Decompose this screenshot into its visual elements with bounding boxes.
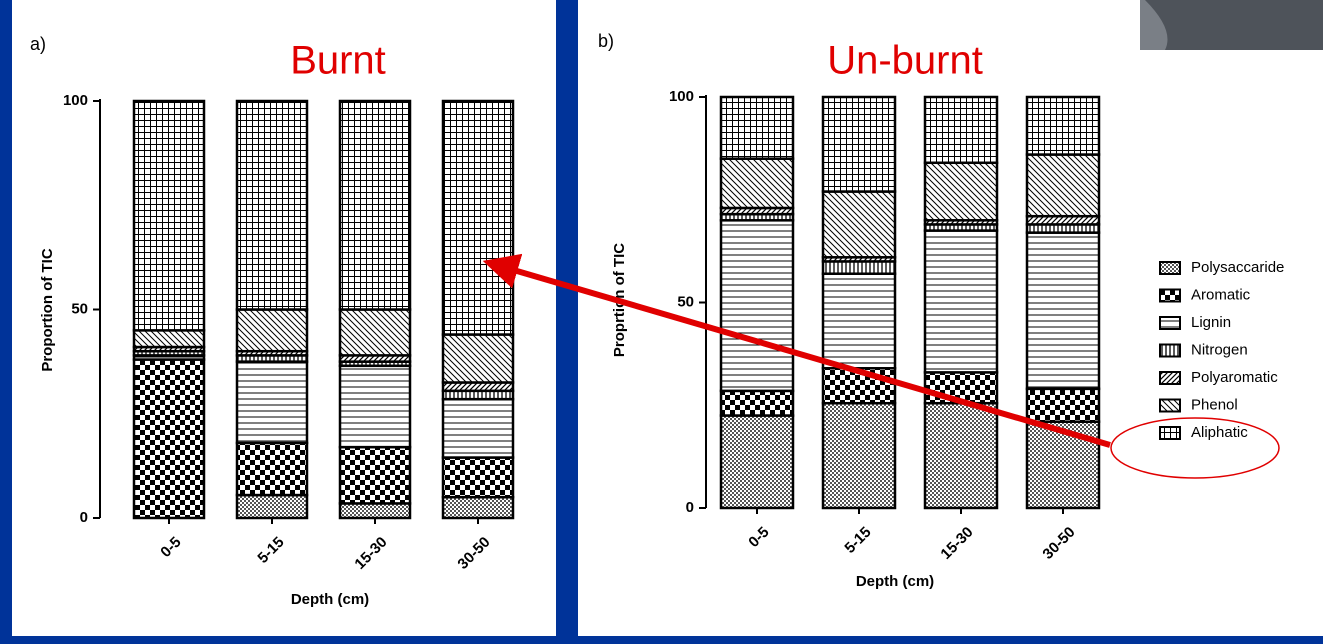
bar-segment: [338, 445, 412, 505]
legend-label: Polyaromatic: [1191, 369, 1278, 386]
bar-segment: [1025, 420, 1101, 510]
bar-segment: [923, 371, 999, 405]
bar-segment: [719, 219, 795, 393]
bar-segment: [719, 389, 795, 417]
bar-segment: [235, 99, 309, 311]
bar-segment: [132, 358, 206, 520]
bar-segment: [821, 190, 897, 259]
bar-segment: [1025, 153, 1101, 218]
bar-segment: [132, 99, 206, 332]
chart-title: Un-burnt: [827, 39, 983, 83]
x-axis-label: Depth (cm): [291, 591, 369, 608]
y-tick-label: 100: [63, 92, 88, 109]
bar-segment: [338, 364, 412, 449]
bar-segment: [923, 401, 999, 510]
y-tick-label: 100: [669, 88, 694, 105]
bar-segment: [441, 456, 515, 499]
bar-segment: [441, 389, 515, 401]
legend-label: Phenol: [1191, 396, 1238, 413]
bar-segment: [1025, 231, 1101, 391]
y-tick-label: 50: [71, 300, 88, 317]
y-axis-label: Proportion of TIC: [39, 248, 56, 371]
x-axis-label: Depth (cm): [856, 573, 934, 590]
bar-segment: [338, 99, 412, 311]
bar-segment: [719, 157, 795, 210]
bar-segment: [441, 397, 515, 459]
panel-label: b): [598, 31, 614, 51]
legend-swatch: [1159, 343, 1181, 358]
bar-segment: [441, 99, 515, 336]
legend-swatch: [1159, 371, 1181, 385]
bar-segment: [338, 502, 412, 520]
bar-segment: [235, 308, 309, 353]
legend-swatch: [1159, 288, 1181, 303]
legend-label: Lignin: [1191, 314, 1231, 331]
red-ellipse: [1110, 417, 1280, 479]
bar-segment: [719, 414, 795, 510]
legend-label: Polysaccaride: [1191, 259, 1284, 276]
bar-segment: [235, 360, 309, 445]
bar-segment: [132, 329, 206, 349]
bar-segment: [821, 401, 897, 510]
legend-label: Aromatic: [1191, 286, 1251, 303]
bar-segment: [821, 272, 897, 370]
charts: a) Burnt Depth (cm) Proportion of TIC 0 50 100…: [30, 31, 1284, 608]
y-tick-label: 0: [686, 499, 694, 516]
legend-swatch: [1159, 261, 1181, 275]
y-tick-label: 0: [80, 509, 88, 526]
bar-segment: [441, 495, 515, 520]
bar-segment: [441, 333, 515, 384]
bar-segment: [338, 308, 412, 357]
bar-segment: [1025, 95, 1101, 156]
chart-title: Burnt: [290, 39, 386, 83]
legend-swatch: [1159, 316, 1181, 330]
legend-swatch: [1159, 426, 1181, 440]
bar-segment: [923, 95, 999, 165]
legend-swatch: [1159, 398, 1181, 413]
bar-segment: [923, 161, 999, 222]
bar-segment: [441, 381, 515, 393]
legend-label: Aliphatic: [1191, 424, 1248, 441]
photo-shade: [1145, 0, 1323, 50]
bar-segment: [1025, 387, 1101, 423]
bar-segment: [923, 229, 999, 374]
legend-label: Nitrogen: [1191, 341, 1248, 358]
bar-segment: [235, 441, 309, 497]
bar-segment: [821, 260, 897, 275]
panel-label: a): [30, 34, 46, 54]
red-arrow: [482, 253, 1111, 448]
bar-segment: [235, 493, 309, 520]
y-tick-label: 50: [677, 293, 694, 310]
bar-segment: [719, 95, 795, 160]
bar-segment: [821, 95, 897, 193]
